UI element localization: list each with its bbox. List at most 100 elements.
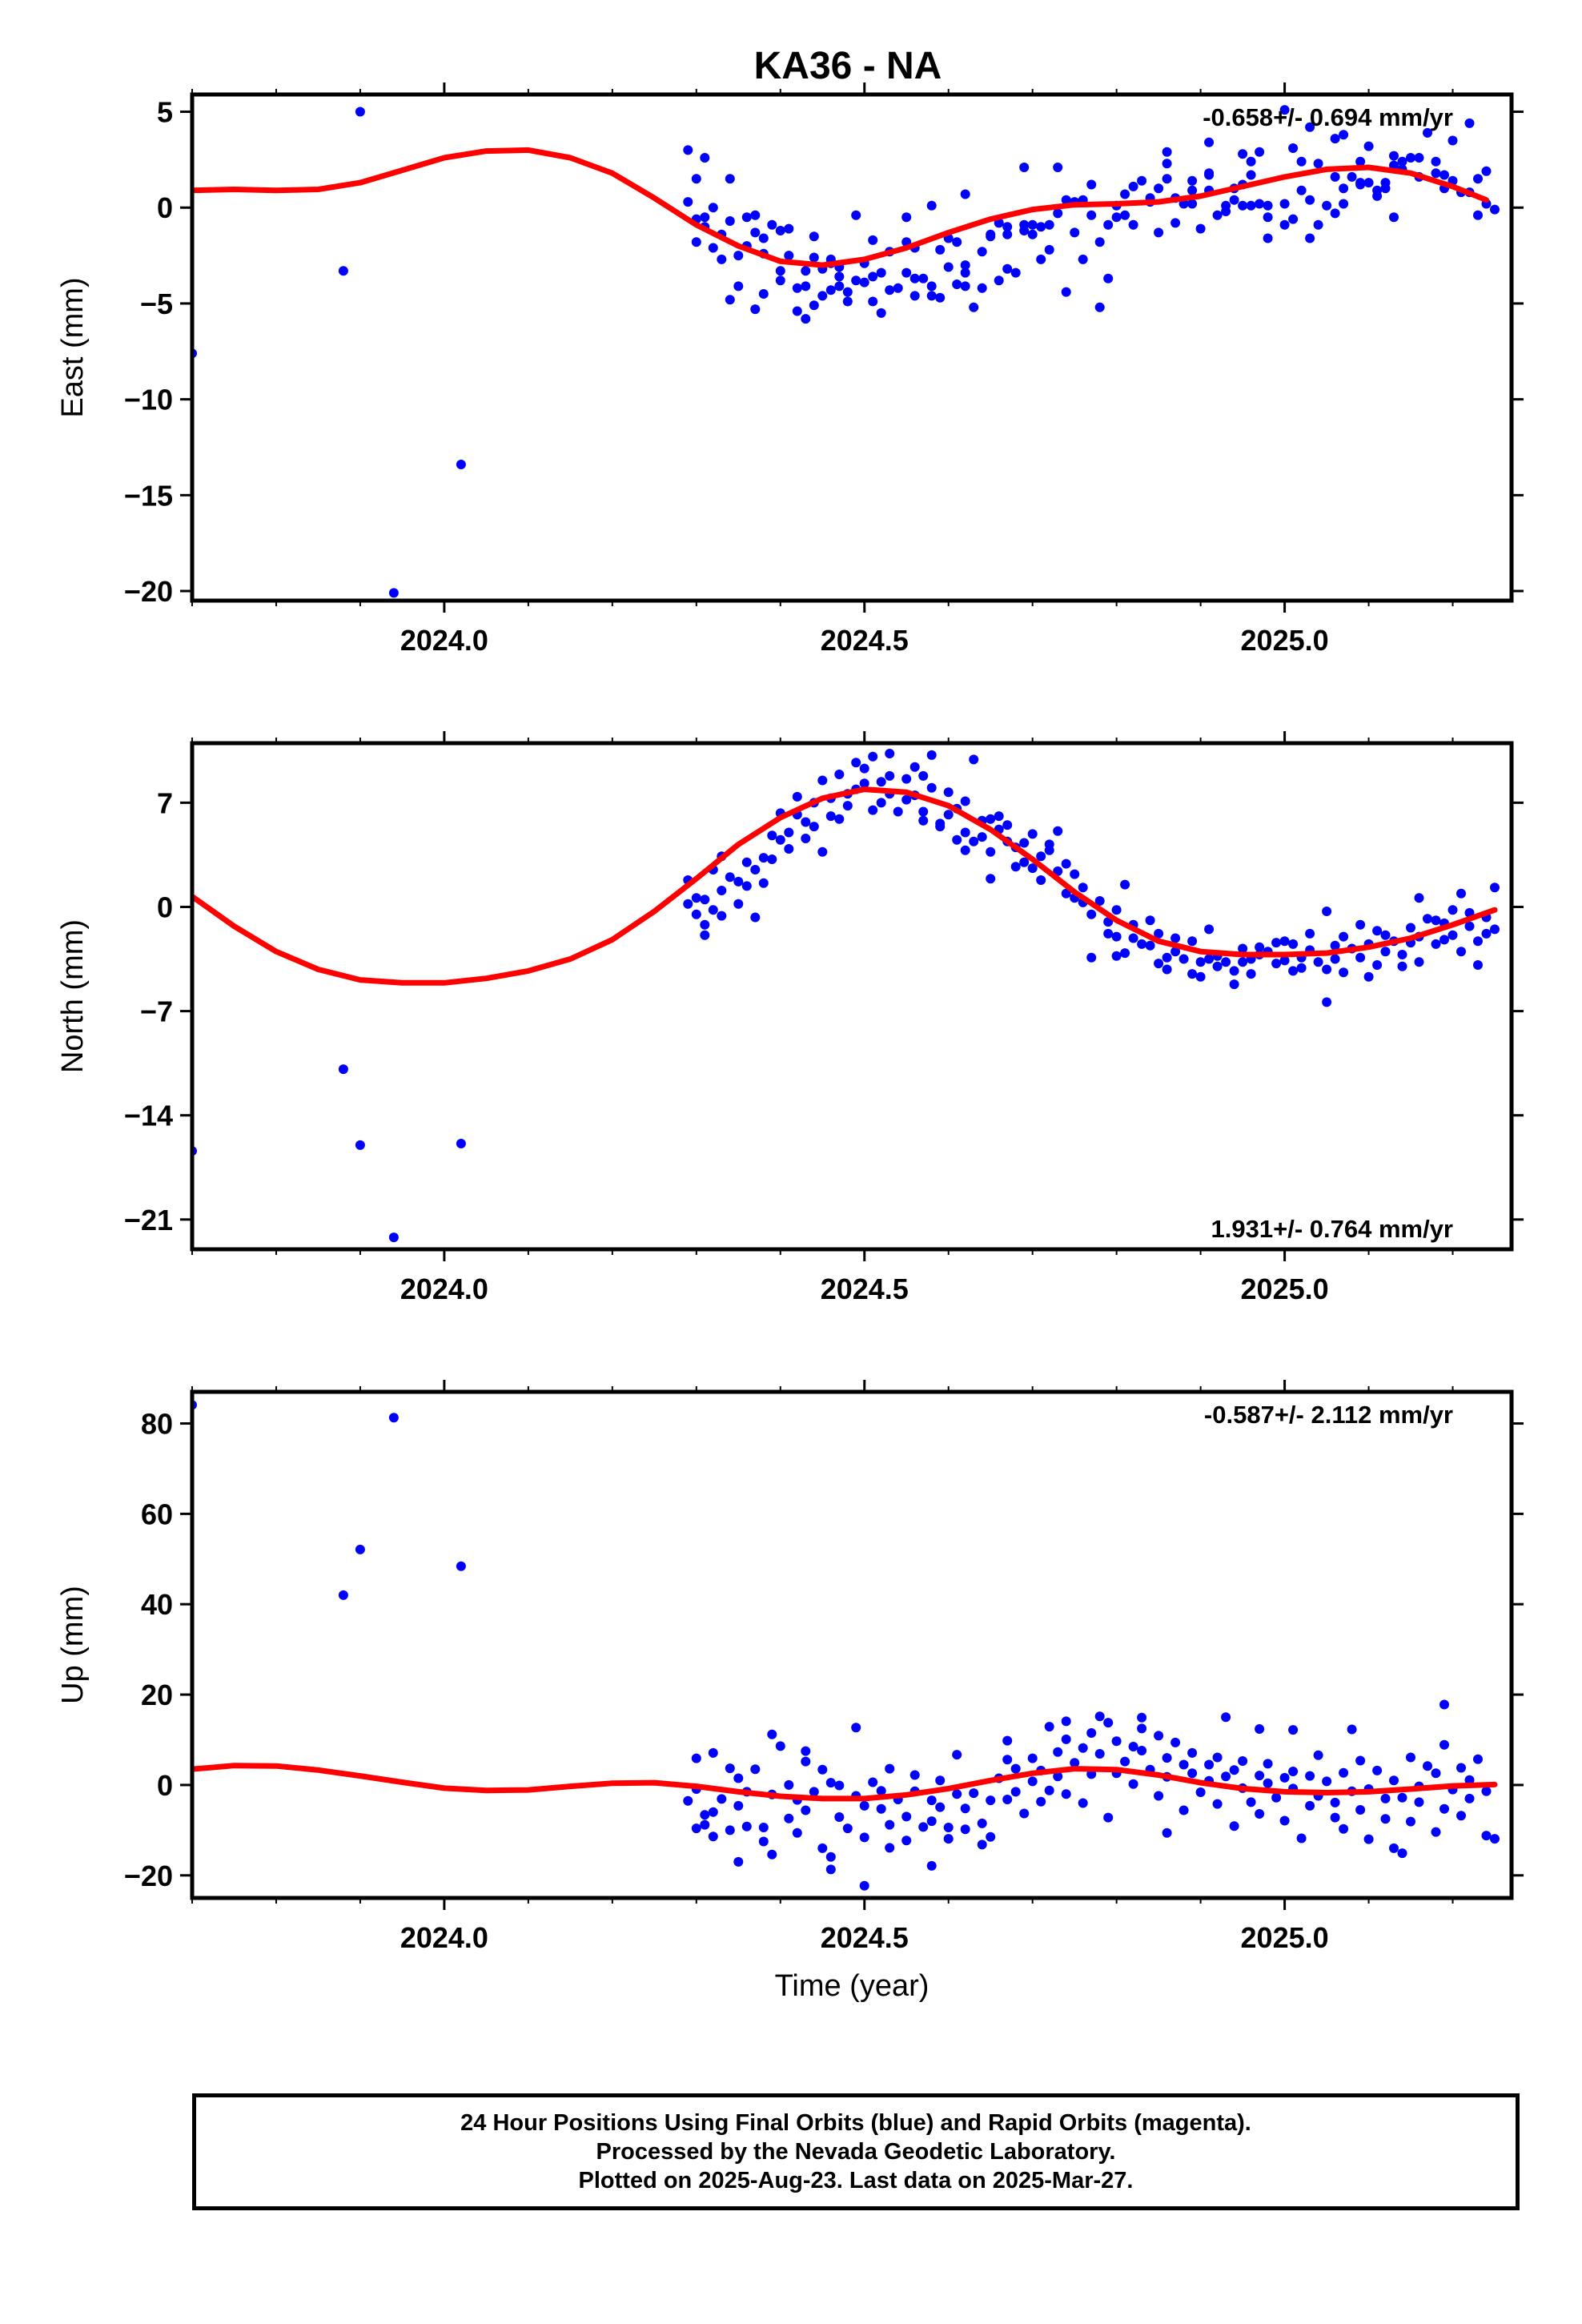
data-point — [717, 911, 727, 921]
data-point — [1363, 1834, 1374, 1844]
data-point — [926, 782, 937, 793]
data-point — [1111, 212, 1122, 223]
data-point — [1078, 1798, 1088, 1808]
data-point — [1070, 227, 1080, 238]
data-point — [1279, 199, 1290, 209]
data-point — [1431, 168, 1441, 179]
data-point — [1053, 1747, 1063, 1757]
data-point — [1431, 1827, 1441, 1837]
data-point — [986, 1831, 996, 1842]
data-point — [885, 1819, 895, 1830]
data-point — [1036, 254, 1046, 264]
data-point — [868, 805, 878, 815]
data-point — [1103, 273, 1114, 283]
data-point — [1061, 1789, 1071, 1799]
data-point — [1363, 141, 1374, 151]
data-point — [859, 763, 869, 774]
data-point — [1162, 174, 1172, 184]
data-point — [834, 271, 845, 282]
data-point — [1170, 218, 1181, 228]
y-tick-label: −21 — [124, 1204, 173, 1236]
data-point — [733, 281, 744, 292]
data-point — [918, 806, 929, 817]
data-point — [1322, 1776, 1332, 1787]
data-point — [1070, 869, 1080, 879]
data-point — [700, 1810, 710, 1820]
data-point — [784, 1813, 794, 1823]
caption-line-1: 24 Hour Positions Using Final Orbits (bl… — [460, 2110, 1251, 2136]
y-tick-label: 7 — [157, 786, 173, 819]
y-tick-label: 0 — [157, 1769, 173, 1802]
data-point — [1103, 219, 1114, 230]
y-tick-label: 80 — [141, 1408, 173, 1441]
data-point — [1094, 1711, 1105, 1722]
data-point — [725, 1763, 735, 1774]
data-point — [1238, 200, 1248, 211]
data-point — [691, 237, 701, 247]
data-point — [969, 836, 979, 846]
data-point — [1263, 1759, 1273, 1769]
data-point — [1313, 159, 1323, 169]
data-point — [1397, 950, 1407, 959]
data-point — [1053, 1771, 1063, 1782]
model-fit-line — [192, 147, 1489, 268]
data-point — [801, 1756, 811, 1767]
data-point — [1271, 1792, 1282, 1803]
data-point — [750, 912, 761, 923]
data-point — [1246, 1797, 1256, 1807]
data-point — [741, 881, 752, 891]
data-point — [1271, 938, 1282, 948]
data-point — [842, 801, 853, 811]
data-point — [1263, 212, 1273, 223]
data-point — [825, 1864, 836, 1875]
data-point — [1397, 1848, 1407, 1859]
y-tick-label: −14 — [124, 1100, 173, 1132]
x-tick-label: 2024.5 — [821, 1921, 909, 1954]
data-point — [801, 314, 811, 324]
data-point — [1313, 219, 1323, 230]
data-point — [388, 588, 399, 598]
data-point — [952, 279, 962, 289]
caption-line-2: Processed by the Nevada Geodetic Laborat… — [596, 2139, 1116, 2165]
data-point — [1010, 267, 1021, 278]
data-point — [901, 212, 912, 223]
data-point — [1481, 166, 1492, 176]
data-point — [683, 145, 693, 155]
data-point — [859, 277, 869, 287]
data-point — [741, 857, 752, 867]
data-point — [1473, 210, 1483, 220]
data-point — [725, 174, 735, 184]
data-point — [1288, 939, 1299, 949]
model-fit-line — [192, 1763, 1498, 1802]
data-point — [1162, 159, 1172, 169]
data-point — [935, 818, 946, 829]
data-point — [1111, 951, 1122, 961]
y-tick-label: −20 — [124, 575, 173, 608]
data-point — [1086, 1728, 1097, 1738]
data-point — [1204, 924, 1215, 935]
caption-box: 24 Hour Positions Using Final Orbits (bl… — [192, 2093, 1520, 2210]
data-point — [683, 1795, 693, 1806]
data-point — [792, 283, 802, 293]
data-point — [1229, 195, 1239, 205]
data-point — [1255, 1724, 1265, 1734]
data-point — [842, 1823, 853, 1834]
data-point — [859, 1832, 869, 1843]
data-point — [943, 1823, 954, 1832]
data-point — [1178, 954, 1189, 964]
data-point — [1330, 954, 1340, 964]
data-point — [700, 1819, 710, 1830]
data-point — [960, 281, 970, 292]
data-point — [725, 295, 735, 305]
data-point — [1439, 1803, 1449, 1814]
data-point — [1464, 1775, 1475, 1785]
data-point — [1305, 928, 1315, 939]
data-point — [1154, 1731, 1164, 1741]
velocity-label: 1.931+/- 0.764 mm/yr — [1211, 1215, 1453, 1243]
model-fit-line — [192, 786, 1498, 986]
data-point — [825, 1778, 836, 1788]
y-axis-label: Up (mm) — [56, 1586, 90, 1704]
data-point — [817, 1764, 828, 1775]
data-point — [926, 200, 937, 211]
data-point — [986, 231, 996, 242]
